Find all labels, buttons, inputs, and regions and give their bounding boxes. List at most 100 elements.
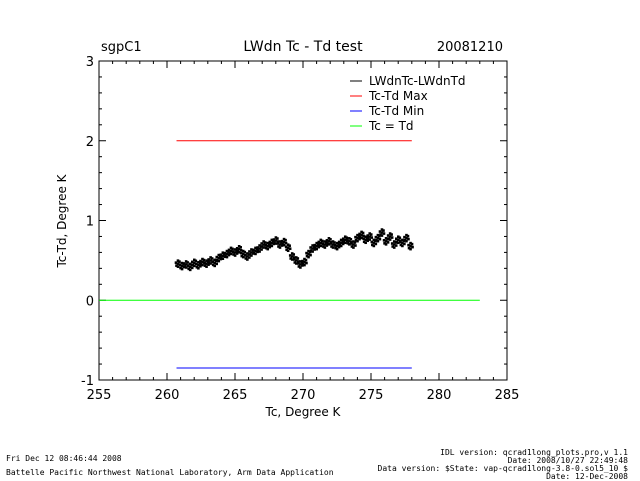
data-point <box>197 260 200 264</box>
data-point <box>299 263 302 266</box>
data-point <box>197 263 200 267</box>
data-point <box>293 258 296 261</box>
data-point <box>343 241 347 245</box>
data-point <box>236 250 239 253</box>
data-point <box>255 247 259 251</box>
data-point <box>341 237 345 241</box>
data-point <box>191 260 194 264</box>
data-point <box>334 246 337 250</box>
data-point <box>284 241 288 245</box>
data-point <box>290 252 294 255</box>
data-point <box>241 252 245 256</box>
data-point <box>364 241 367 245</box>
data-point <box>297 265 301 268</box>
data-point <box>304 258 308 262</box>
data-point <box>378 230 382 233</box>
data-point <box>375 238 378 242</box>
data-point <box>205 259 208 262</box>
data-point <box>229 252 233 256</box>
data-point <box>378 237 382 241</box>
data-point <box>387 237 390 240</box>
data-point <box>354 238 358 242</box>
data-point <box>268 240 272 244</box>
reference-lines <box>99 140 480 369</box>
data-point <box>313 243 316 247</box>
data-point <box>274 236 278 239</box>
data-point <box>260 245 264 248</box>
data-point <box>321 242 325 245</box>
data-point <box>178 263 182 267</box>
data-point <box>391 245 395 248</box>
data-point <box>362 237 365 241</box>
data-point <box>354 244 357 247</box>
data-point <box>368 232 372 235</box>
data-point <box>376 233 380 237</box>
data-point <box>317 243 321 247</box>
data-point <box>258 247 261 250</box>
data-point <box>293 261 297 264</box>
data-point <box>384 240 388 243</box>
data-point <box>348 240 351 243</box>
data-point <box>276 240 280 243</box>
data-point <box>407 243 410 247</box>
data-point <box>390 242 394 245</box>
data-point <box>319 241 323 245</box>
data-point <box>303 257 306 261</box>
data-point <box>187 267 191 271</box>
data-point <box>199 264 202 268</box>
data-point <box>270 241 274 245</box>
data-point <box>286 249 290 253</box>
data-point <box>278 246 282 249</box>
data-point <box>374 242 378 246</box>
data-point <box>256 249 260 252</box>
data-point <box>184 263 188 266</box>
data-point <box>180 267 184 271</box>
data-point <box>388 232 392 235</box>
data-point <box>398 236 402 240</box>
data-point <box>366 234 370 237</box>
data-point <box>254 246 257 250</box>
data-point <box>220 256 223 259</box>
data-point <box>241 255 245 259</box>
data-point <box>225 249 229 253</box>
data-point <box>378 234 381 238</box>
data-point <box>313 248 316 251</box>
data-point <box>305 254 309 258</box>
data-point <box>312 245 316 248</box>
data-point <box>282 237 286 241</box>
data-point <box>319 244 323 248</box>
data-point <box>184 266 188 269</box>
data-point <box>403 238 407 242</box>
data-point <box>325 244 329 247</box>
data-point <box>229 246 233 250</box>
data-point <box>262 246 265 249</box>
data-point <box>348 243 351 246</box>
data-point <box>270 238 274 242</box>
data-point <box>228 251 231 255</box>
data-point <box>272 242 276 246</box>
data-point <box>241 249 245 253</box>
data-point <box>215 258 219 262</box>
data-point <box>394 244 398 247</box>
data-point <box>407 246 411 250</box>
data-point <box>327 243 331 246</box>
data-point <box>280 239 284 243</box>
data-point <box>280 241 283 244</box>
data-point <box>384 237 388 240</box>
data-point <box>246 258 249 261</box>
data-point <box>372 241 376 245</box>
data-point <box>233 254 237 257</box>
data-point <box>366 237 370 240</box>
data-point <box>290 255 294 258</box>
data-point <box>254 249 257 253</box>
data-point <box>382 229 385 232</box>
data-point <box>380 234 384 237</box>
data-point <box>289 257 293 260</box>
data-point <box>235 252 239 255</box>
data-point <box>231 247 234 251</box>
data-point <box>188 265 192 269</box>
data-point <box>308 250 312 254</box>
y-tick-label: 2 <box>86 135 94 150</box>
data-point <box>343 235 347 239</box>
data-point <box>273 241 276 244</box>
